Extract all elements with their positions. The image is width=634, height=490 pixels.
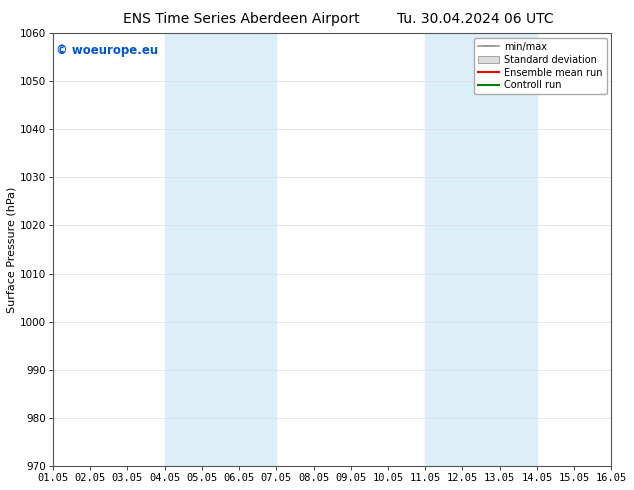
Bar	[425, 33, 537, 466]
Legend: min/max, Standard deviation, Ensemble mean run, Controll run: min/max, Standard deviation, Ensemble me…	[474, 38, 607, 95]
Text: ENS Time Series Aberdeen Airport: ENS Time Series Aberdeen Airport	[122, 12, 359, 26]
Y-axis label: Surface Pressure (hPa): Surface Pressure (hPa)	[7, 186, 17, 313]
Text: Tu. 30.04.2024 06 UTC: Tu. 30.04.2024 06 UTC	[397, 12, 554, 26]
Bar	[165, 33, 276, 466]
Text: © woeurope.eu: © woeurope.eu	[56, 44, 158, 57]
